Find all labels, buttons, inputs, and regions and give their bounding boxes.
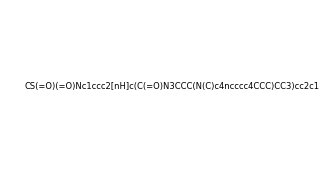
Text: CS(=O)(=O)Nc1ccc2[nH]c(C(=O)N3CCC(N(C)c4ncccc4CCC)CC3)cc2c1: CS(=O)(=O)Nc1ccc2[nH]c(C(=O)N3CCC(N(C)c4… bbox=[24, 82, 319, 91]
